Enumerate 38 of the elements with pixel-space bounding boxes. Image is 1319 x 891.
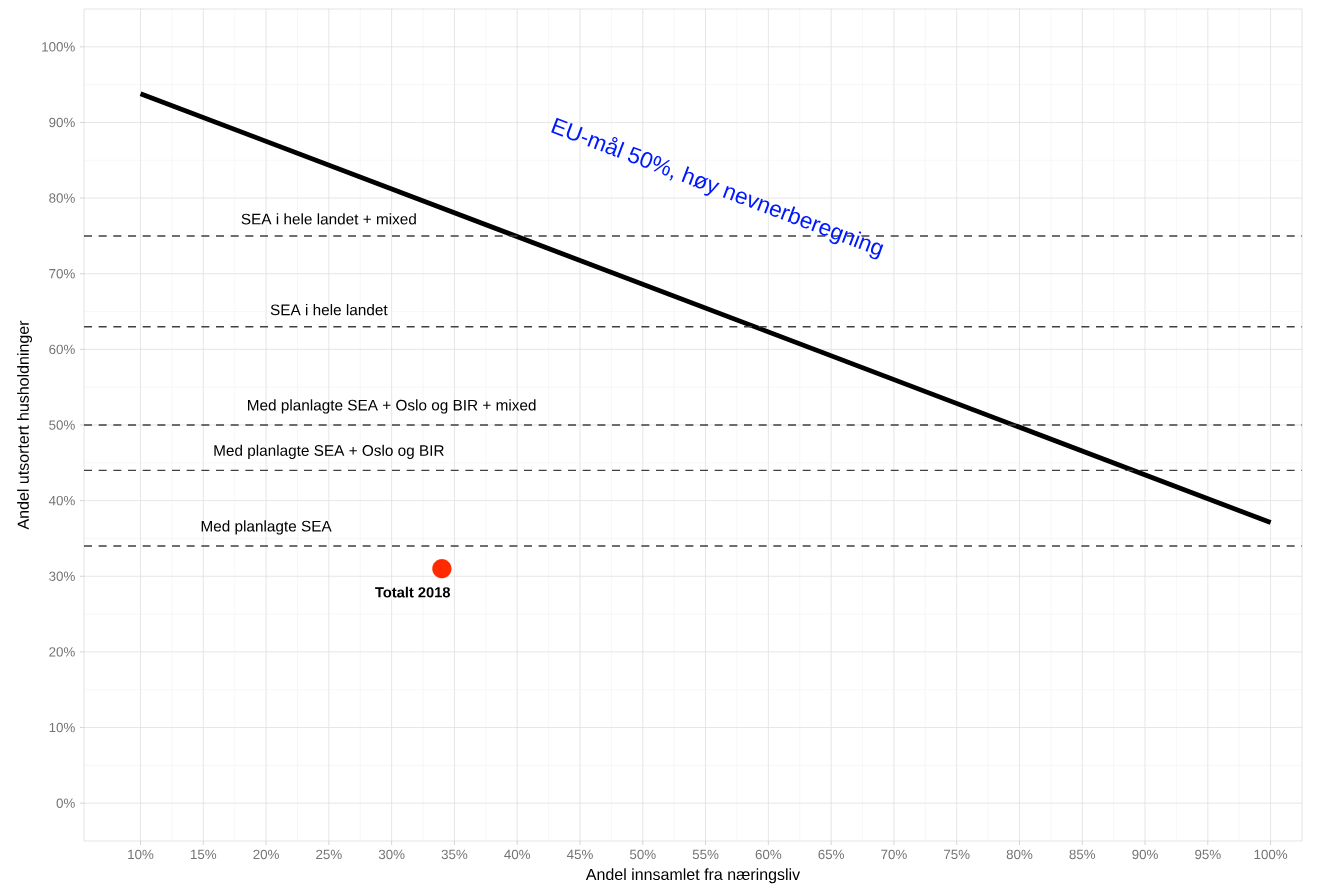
y-tick-label: 30%	[49, 571, 75, 581]
x-tick-label: 90%	[1132, 849, 1158, 860]
annotation: Med planlagte SEA + Oslo og BIR	[214, 444, 444, 459]
annotation: Med planlagte SEA + Oslo og BIR + mixed	[248, 399, 536, 414]
x-axis-title: Andel innsamlet fra næringsliv	[585, 868, 801, 884]
y-tick-label: 70%	[49, 269, 75, 279]
annotation: SEA i hele landet + mixed	[241, 213, 416, 225]
y-tick-label: 80%	[49, 193, 75, 203]
x-tick-label: 60%	[755, 849, 782, 860]
x-tick-label: 30%	[378, 849, 405, 860]
y-tick-label: 90%	[49, 117, 75, 128]
x-tick-label: 35%	[441, 849, 468, 860]
x-tick-label: 50%	[629, 849, 656, 860]
series-label: Totalt 2018	[375, 586, 451, 598]
x-tick-label: 95%	[1195, 849, 1221, 860]
x-tick-label: 65%	[818, 849, 845, 860]
x-tick-label: 100%	[1254, 849, 1288, 860]
y-tick-label: 100%	[42, 42, 75, 52]
annotation: SEA i hele landet	[270, 304, 388, 316]
x-tick-label: 25%	[316, 849, 342, 860]
y-tick-label: 10%	[49, 722, 75, 733]
x-tick-label: 40%	[504, 849, 531, 860]
y-tick-label: 20%	[49, 647, 75, 657]
y-tick-label: 40%	[48, 495, 75, 506]
x-tick-label: 80%	[1006, 849, 1033, 860]
x-tick-label: 15%	[190, 849, 217, 860]
x-tick-label: 45%	[566, 849, 593, 860]
y-tick-label: 50%	[49, 420, 75, 430]
annotation: Med planlagte SEA	[201, 520, 332, 535]
x-tick-label: 70%	[881, 849, 907, 860]
y-tick-label: 60%	[49, 344, 75, 355]
x-tick-label: 20%	[253, 849, 279, 860]
y-tick-label: 0%	[56, 798, 75, 808]
x-tick-label: 75%	[944, 849, 970, 860]
y-axis-title: Andel utsortert husholdninger	[17, 320, 33, 530]
x-tick-label: 10%	[128, 849, 154, 860]
x-tick-label: 85%	[1069, 849, 1096, 860]
x-tick-label: 55%	[692, 849, 719, 860]
